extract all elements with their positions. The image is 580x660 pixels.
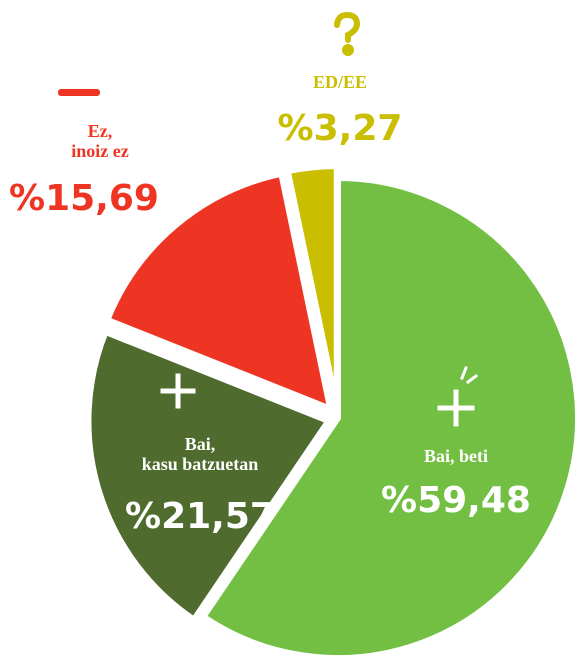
plus-icon (437, 366, 479, 427)
slice (85, 328, 334, 624)
value-label: %15,69 (9, 178, 159, 219)
label-line: Ez, (88, 121, 113, 141)
slices (85, 163, 580, 660)
label-line: Bai, (185, 434, 216, 454)
label-line: kasu batzuetan (142, 454, 259, 474)
value-label: %59,48 (381, 480, 531, 521)
plus-icon (160, 373, 196, 409)
label-line: inoiz ez (71, 141, 128, 161)
category-label: Ez, inoiz ez (71, 121, 128, 161)
slice (199, 174, 580, 660)
slice (103, 170, 335, 414)
slice (284, 163, 340, 407)
category-label: Bai, kasu batzuetan (142, 434, 259, 474)
minus-icon (58, 89, 100, 96)
question-icon (334, 11, 361, 56)
category-label: Bai, beti (424, 446, 488, 466)
value-label: %21,57 (125, 496, 275, 537)
value-label: %3,27 (278, 108, 403, 149)
category-label: ED/EE (313, 72, 367, 92)
labels: Bai, beti %59,48 Bai, kasu batzuetan %21,57 E… (9, 72, 531, 537)
